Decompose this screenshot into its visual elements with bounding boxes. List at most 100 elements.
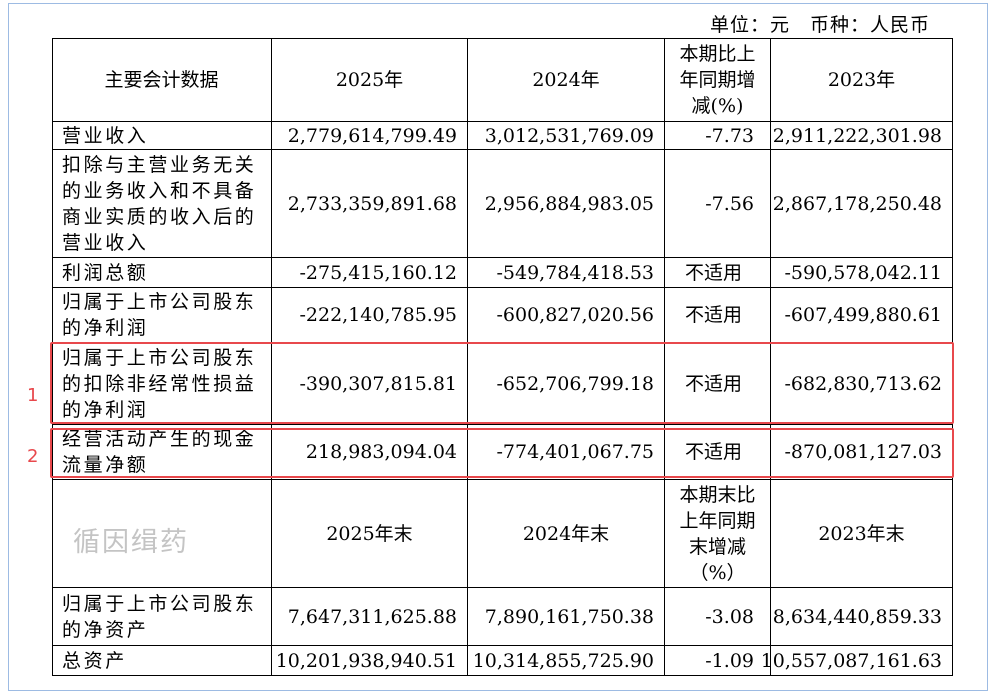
table-cell: 10,557,087,161.63 bbox=[761, 646, 953, 676]
table-cell: 归属于上市公司股东的净利润 bbox=[52, 288, 272, 343]
table-cell: 2,867,178,250.48 bbox=[771, 150, 953, 258]
cell-text: 3,012,531,769.09 bbox=[484, 124, 654, 147]
cell-text: 归属于上市公司股东的净利润 bbox=[62, 291, 257, 339]
frame bbox=[8, 3, 988, 691]
table-cell: 7,890,161,750.38 bbox=[468, 588, 665, 646]
table-cell: 218,983,094.04 bbox=[272, 425, 468, 480]
table-cell: 2,956,884,983.05 bbox=[468, 150, 665, 258]
table-cell: 3,012,531,769.09 bbox=[468, 122, 665, 150]
table-cell: 归属于上市公司股东的净资产 bbox=[52, 588, 272, 646]
table-cell: -590,578,042.11 bbox=[771, 258, 953, 288]
table-cell: -222,140,785.95 bbox=[272, 288, 468, 343]
cell-text: -1.09 bbox=[705, 649, 754, 672]
table-border bbox=[52, 38, 953, 676]
table-cell: -652,706,799.18 bbox=[468, 343, 665, 425]
cell-text: -590,578,042.11 bbox=[784, 261, 942, 284]
header-cell: 2025年末 bbox=[272, 480, 468, 588]
cell-text: -607,499,880.61 bbox=[784, 304, 942, 326]
table-cell: -7.73 bbox=[665, 122, 771, 150]
cell-text: -222,140,785.95 bbox=[299, 304, 457, 326]
cell-text: 利润总额 bbox=[62, 261, 149, 284]
header-cell: 本期比上年同期增减(%) bbox=[665, 38, 771, 122]
cell-text: 2,733,359,891.68 bbox=[287, 192, 457, 215]
header-cell: 2024年末 bbox=[468, 480, 665, 588]
cell-text: 2025年 bbox=[335, 68, 404, 91]
cell-text: 经营活动产生的现金流量净额 bbox=[62, 428, 257, 476]
highlight-box bbox=[50, 342, 954, 424]
table-cell: 不适用 bbox=[665, 258, 771, 288]
cell-text: 2024年末 bbox=[522, 522, 610, 545]
cell-text: 218,983,094.04 bbox=[305, 441, 457, 463]
table-cell: 7,647,311,625.88 bbox=[272, 588, 468, 646]
table-cell: 10,201,938,940.51 bbox=[272, 646, 468, 676]
cell-text: 不适用 bbox=[684, 304, 742, 326]
header-cell: 2024年 bbox=[468, 38, 665, 122]
cell-text: -600,827,020.56 bbox=[496, 304, 654, 326]
highlight-label: 1 bbox=[27, 385, 39, 406]
table-cell: 8,634,440,859.33 bbox=[771, 588, 953, 646]
table-cell: 2,779,614,799.49 bbox=[272, 122, 468, 150]
cell-text: 不适用 bbox=[684, 372, 742, 395]
cell-text: 扣除与主营业务无关的业务收入和不具备商业实质的收入后的营业收入 bbox=[62, 153, 257, 254]
cell-text: 2023年末 bbox=[818, 522, 905, 545]
table-cell: 不适用 bbox=[665, 288, 771, 343]
cell-text: 2025年末 bbox=[326, 522, 413, 545]
cell-text: 7,647,311,625.88 bbox=[287, 605, 457, 628]
cell-text: 10,201,938,940.51 bbox=[275, 649, 457, 672]
header-cell: 本期末比上年同期末增减（%） bbox=[665, 480, 771, 588]
header-cell: 2025年 bbox=[272, 38, 468, 122]
table-cell: 2,733,359,891.68 bbox=[272, 150, 468, 258]
highlight-label: 2 bbox=[27, 446, 39, 467]
cell-text: 8,634,440,859.33 bbox=[772, 605, 942, 628]
table-cell: -390,307,815.81 bbox=[272, 343, 468, 425]
table-cell: 2,911,222,301.98 bbox=[771, 122, 953, 150]
cell-text: 2024年 bbox=[532, 68, 600, 91]
header-cell bbox=[52, 480, 272, 588]
table-cell: 营业收入 bbox=[52, 122, 272, 150]
table-cell: -3.08 bbox=[665, 588, 771, 646]
table-cell: -600,827,020.56 bbox=[468, 288, 665, 343]
cell-text: -7.73 bbox=[705, 124, 754, 147]
cell-text: 不适用 bbox=[684, 261, 742, 284]
unit-note: 单位：元 币种：人民币 bbox=[709, 14, 930, 36]
table-cell: 不适用 bbox=[665, 425, 771, 480]
cell-text: -549,784,418.53 bbox=[496, 261, 654, 284]
watermark: 循因缉药 bbox=[73, 527, 189, 558]
cell-text: 2023年 bbox=[827, 68, 896, 91]
table-cell: -275,415,160.12 bbox=[272, 258, 468, 288]
table-cell: 归属于上市公司股东的扣除非经常性损益的净利润 bbox=[52, 343, 272, 425]
cell-text: -682,830,713.62 bbox=[784, 372, 942, 395]
cell-text: 7,890,161,750.38 bbox=[484, 605, 654, 628]
cell-text: 10,314,855,725.90 bbox=[472, 649, 654, 672]
table-cell: 扣除与主营业务无关的业务收入和不具备商业实质的收入后的营业收入 bbox=[52, 150, 272, 258]
table-cell: 经营活动产生的现金流量净额 bbox=[52, 425, 272, 480]
table-cell: 利润总额 bbox=[52, 258, 272, 288]
table-cell: 不适用 bbox=[665, 343, 771, 425]
cell-text: 本期比上年同期增减(%) bbox=[679, 42, 756, 117]
cell-text: 2,867,178,250.48 bbox=[772, 192, 942, 215]
header-cell: 主要会计数据 bbox=[52, 38, 272, 122]
cell-text: 归属于上市公司股东的净资产 bbox=[62, 592, 257, 641]
cell-text: 2,779,614,799.49 bbox=[287, 124, 457, 147]
header-cell: 2023年末 bbox=[771, 480, 953, 588]
cell-text: 主要会计数据 bbox=[104, 68, 219, 91]
cell-text: 归属于上市公司股东的扣除非经常性损益的净利润 bbox=[62, 346, 257, 421]
cell-text: -7.56 bbox=[705, 192, 754, 215]
table-cell: 总资产 bbox=[52, 646, 272, 676]
header-cell: 2023年 bbox=[771, 38, 953, 122]
cell-text: -3.08 bbox=[705, 605, 754, 628]
table-cell: -7.56 bbox=[665, 150, 771, 258]
table-cell: -774,401,067.75 bbox=[468, 425, 665, 480]
table-cell: -549,784,418.53 bbox=[468, 258, 665, 288]
cell-text: 2,911,222,301.98 bbox=[772, 124, 942, 147]
table-cell: -607,499,880.61 bbox=[771, 288, 953, 343]
cell-text: -870,081,127.03 bbox=[784, 441, 942, 463]
cell-text: -652,706,799.18 bbox=[496, 372, 654, 395]
cell-text: 不适用 bbox=[684, 441, 742, 463]
cell-text: 10,557,087,161.63 bbox=[760, 649, 942, 672]
table-cell: 10,314,855,725.90 bbox=[468, 646, 665, 676]
cell-text: -774,401,067.75 bbox=[496, 441, 654, 463]
cell-text: -390,307,815.81 bbox=[299, 372, 457, 395]
highlight-box bbox=[50, 428, 954, 478]
